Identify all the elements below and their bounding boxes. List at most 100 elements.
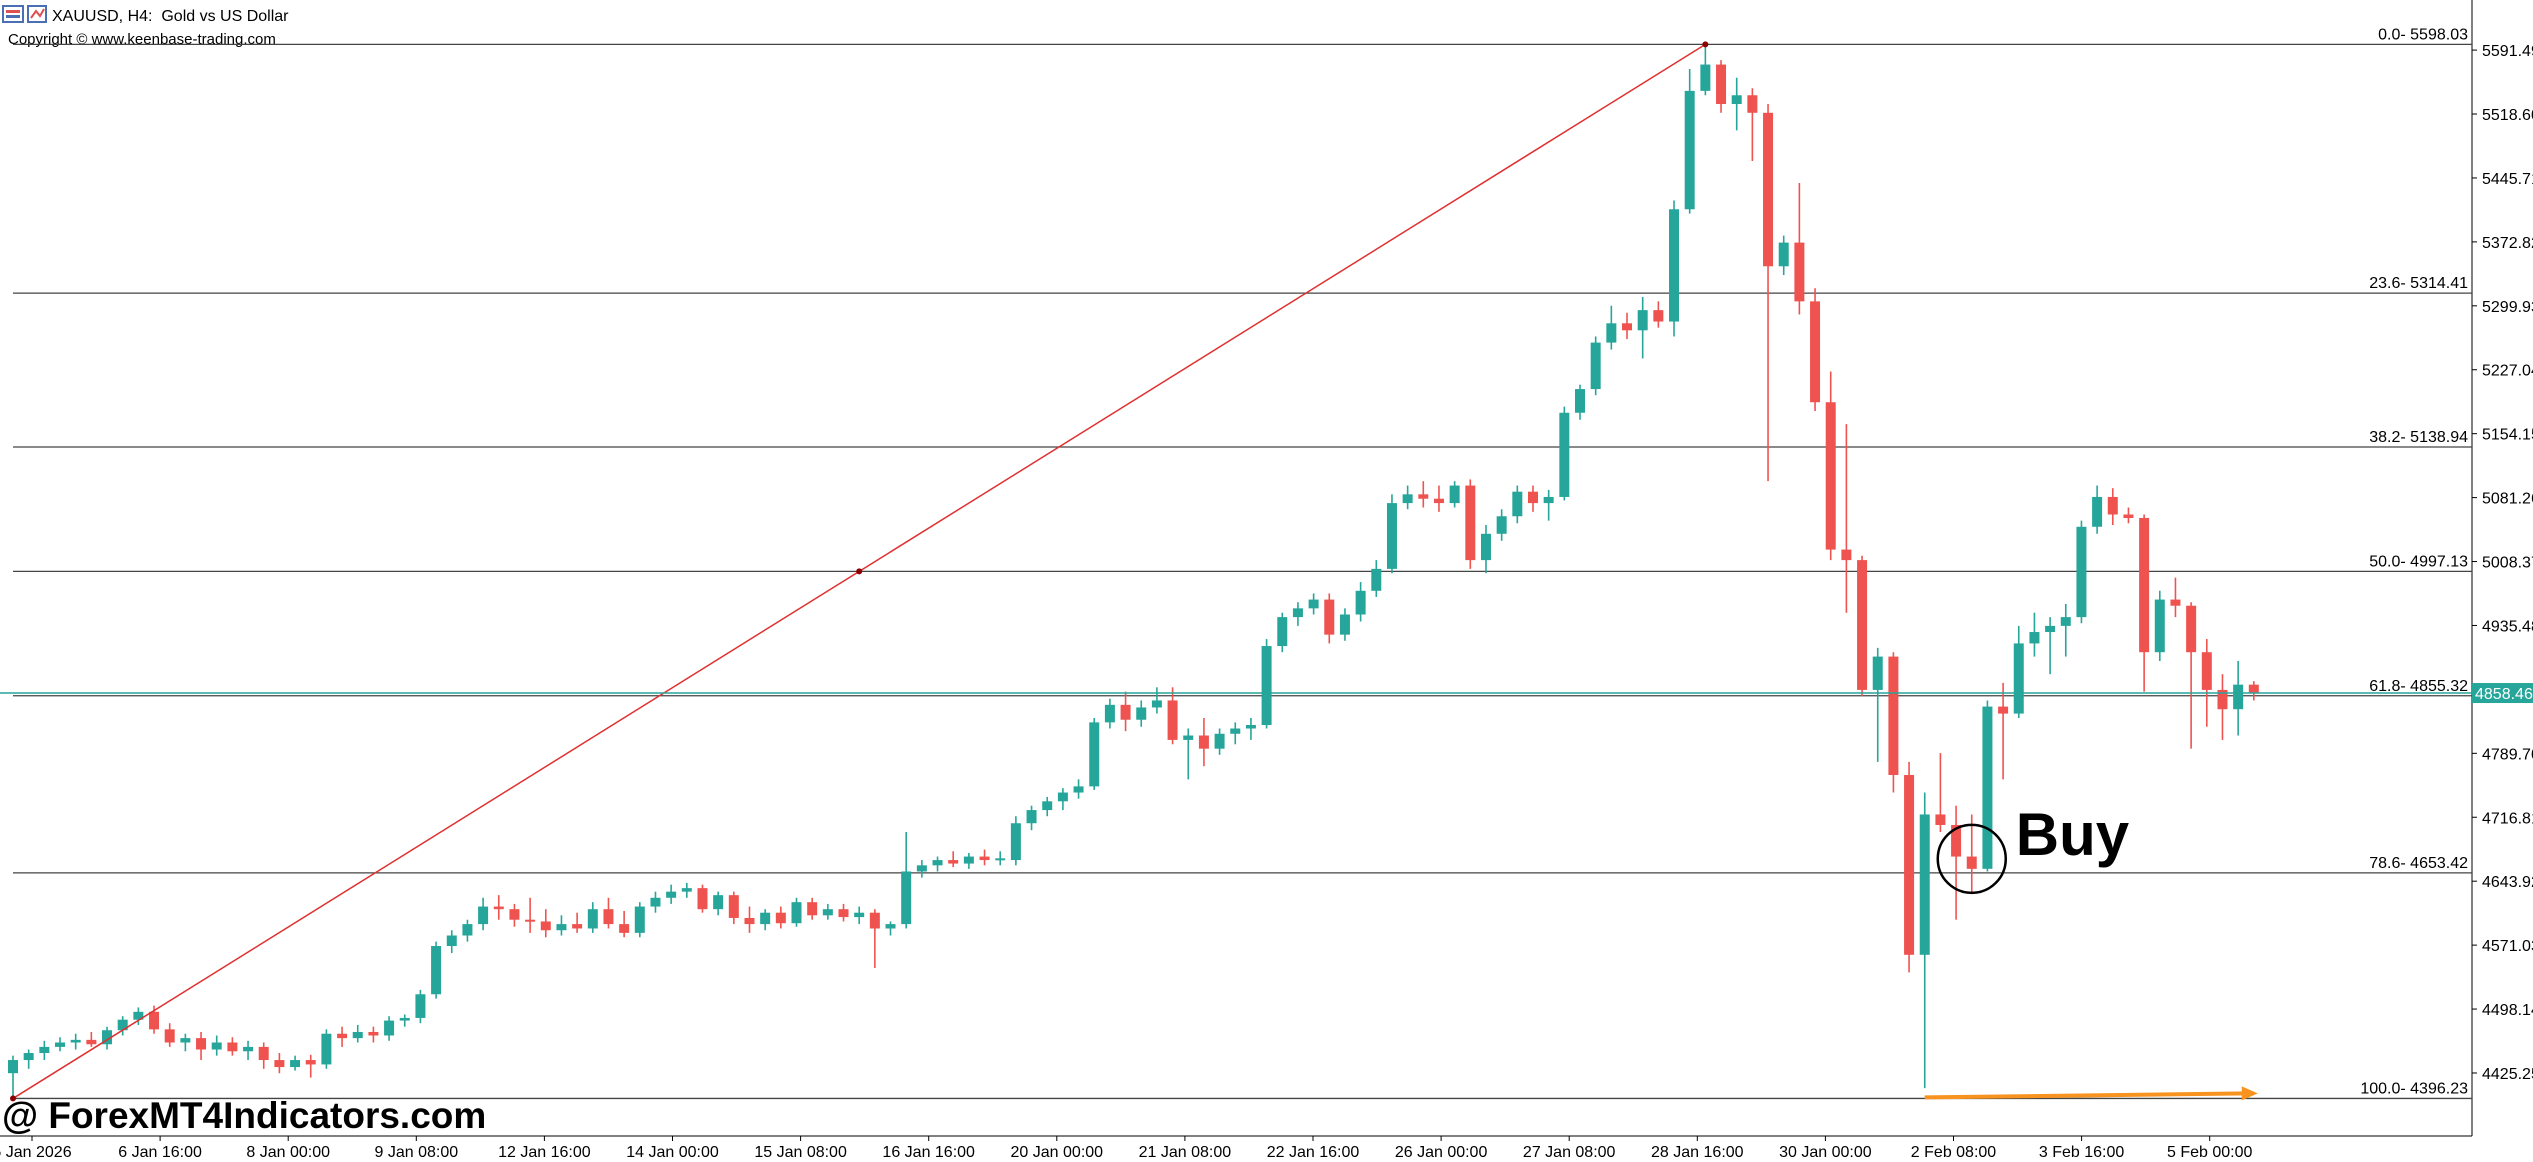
candle-body xyxy=(1449,485,1460,504)
x-tick-label: 6 Jan 16:00 xyxy=(118,1144,202,1161)
candle-body xyxy=(2076,526,2087,618)
candle-body xyxy=(1653,310,1664,322)
candle-body xyxy=(1606,323,1617,343)
candle-body xyxy=(164,1029,175,1043)
candle-body xyxy=(2201,652,2212,690)
candle-body xyxy=(1935,814,1946,825)
candle-body xyxy=(274,1060,285,1068)
candle-body xyxy=(1136,707,1147,720)
fib-label: 23.6- 5314.41 xyxy=(2369,275,2468,292)
y-tick-label: 4935.48 xyxy=(2482,618,2533,635)
buy-circle xyxy=(1936,823,2007,895)
candle-body xyxy=(885,924,896,929)
candle-body xyxy=(2154,599,2165,653)
candle-body xyxy=(1810,301,1821,403)
candle-body xyxy=(1496,516,1507,534)
x-tick-label: 30 Jan 00:00 xyxy=(1779,1144,1872,1161)
candle-body xyxy=(149,1011,160,1030)
current-price-box xyxy=(2472,683,2533,704)
candle-body xyxy=(102,1030,113,1045)
candle-body xyxy=(258,1046,269,1061)
candle-body xyxy=(744,917,755,925)
fib-label: 78.6- 4653.42 xyxy=(2369,855,2468,872)
candle-body xyxy=(869,912,880,929)
candle-body xyxy=(1512,491,1523,517)
candle-body xyxy=(525,919,536,922)
candle-body xyxy=(916,865,927,872)
candle-body xyxy=(39,1046,50,1054)
candle-body xyxy=(1277,617,1288,647)
candle-body xyxy=(1198,735,1209,749)
y-tick-label: 4498.14 xyxy=(2482,1002,2533,1019)
candle-body xyxy=(587,909,598,929)
icon-bar xyxy=(6,15,20,18)
candle-body xyxy=(634,906,645,933)
y-tick-label: 4571.03 xyxy=(2482,938,2533,955)
candle-body xyxy=(1339,614,1350,635)
y-tick-label: 5227.04 xyxy=(2482,363,2533,380)
candle-body xyxy=(948,860,959,864)
candle-body xyxy=(384,1020,395,1036)
x-tick-label: 14 Jan 00:00 xyxy=(626,1144,719,1161)
x-tick-label: 8 Jan 00:00 xyxy=(246,1144,330,1161)
candle-body xyxy=(728,895,739,918)
candle-body xyxy=(117,1019,128,1031)
fib-anchor xyxy=(1702,41,1709,48)
candle-body xyxy=(1308,599,1319,609)
candle-body xyxy=(2248,684,2259,694)
candle-body xyxy=(1998,706,2009,714)
candle-body xyxy=(478,906,489,925)
candle-body xyxy=(243,1046,254,1052)
candle-body xyxy=(1841,549,1852,561)
candle-body xyxy=(8,1060,18,1074)
candle-body xyxy=(1042,801,1053,811)
candle-body xyxy=(1700,64,1711,91)
candle-body xyxy=(1622,323,1633,331)
candle-body xyxy=(1026,810,1037,824)
candle-body xyxy=(1559,412,1570,497)
candle-body xyxy=(180,1038,191,1043)
icon-line xyxy=(30,8,45,19)
candle-body xyxy=(1747,95,1758,113)
candle-body xyxy=(556,924,567,931)
candle-body xyxy=(1089,722,1100,787)
candle-body xyxy=(1418,494,1429,499)
candle-body xyxy=(666,891,677,898)
candle-body xyxy=(1904,774,1915,955)
candle-body xyxy=(2092,496,2103,527)
candle-body xyxy=(1825,402,1836,550)
fib-label: 38.2- 5138.94 xyxy=(2369,429,2468,446)
candle-body xyxy=(1104,704,1115,723)
chart-title: XAUUSD, H4: Gold vs US Dollar xyxy=(52,8,289,25)
candle-body xyxy=(1966,856,1977,869)
candle-body xyxy=(822,909,833,916)
candle-body xyxy=(603,909,614,925)
candle-body xyxy=(321,1033,332,1065)
x-tick-label: 16 Jan 16:00 xyxy=(882,1144,975,1161)
candle-body xyxy=(901,871,912,925)
candle-body xyxy=(509,909,520,920)
candle-body xyxy=(1888,656,1899,775)
y-tick-label: 5591.49 xyxy=(2482,43,2533,60)
candle-body xyxy=(290,1060,301,1068)
candle-body xyxy=(1716,64,1727,105)
candle-body xyxy=(1355,590,1366,615)
candle-body xyxy=(540,921,551,931)
candle-body xyxy=(1684,90,1695,210)
candle-body xyxy=(55,1042,66,1047)
candle-body xyxy=(211,1042,222,1050)
y-tick-label: 5372.82 xyxy=(2482,235,2533,252)
candle-body xyxy=(1951,824,1962,857)
candle-body xyxy=(23,1053,34,1061)
candle-body xyxy=(963,856,974,864)
header-icon xyxy=(2,5,47,23)
candles xyxy=(8,44,2259,1099)
candle-body xyxy=(1183,735,1194,740)
candle-body xyxy=(775,912,786,924)
candle-body xyxy=(446,935,457,947)
fib-anchor xyxy=(856,568,863,575)
x-tick-label: 21 Jan 08:00 xyxy=(1139,1144,1232,1161)
candle-body xyxy=(1590,342,1601,390)
